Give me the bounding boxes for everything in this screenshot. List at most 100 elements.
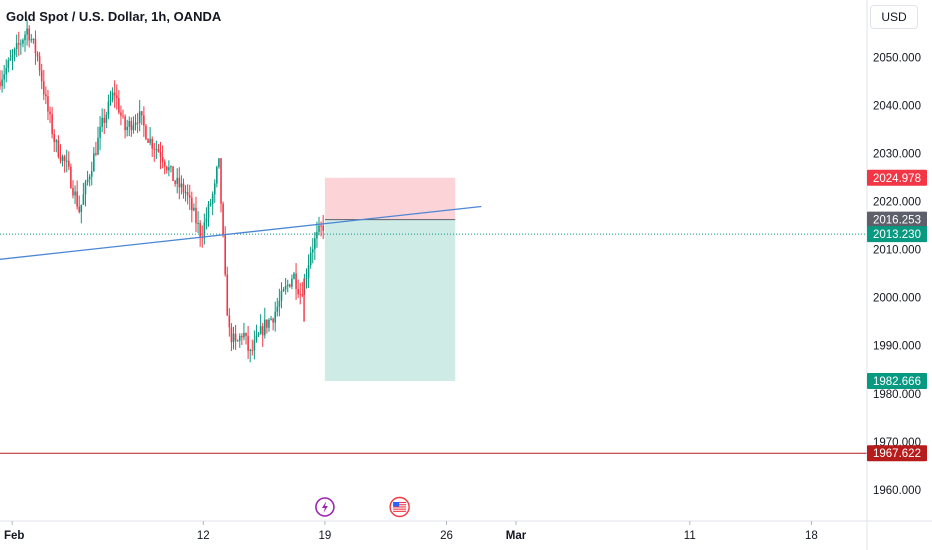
candle[interactable]	[207, 200, 210, 227]
candle[interactable]	[72, 180, 74, 199]
candle[interactable]	[182, 178, 185, 199]
candle[interactable]	[26, 19, 28, 46]
candle[interactable]	[74, 185, 76, 205]
candle[interactable]	[82, 182, 85, 205]
candle[interactable]	[138, 99, 141, 132]
candle[interactable]	[195, 196, 197, 233]
candle[interactable]	[203, 213, 206, 245]
candle[interactable]	[140, 110, 143, 125]
candle[interactable]	[34, 30, 37, 65]
candle[interactable]	[311, 238, 314, 264]
candle[interactable]	[7, 57, 10, 73]
candle[interactable]	[57, 135, 60, 159]
event-markers[interactable]	[315, 496, 410, 518]
candle[interactable]	[11, 49, 14, 71]
candle[interactable]	[88, 174, 91, 187]
candle[interactable]	[47, 89, 49, 121]
candle[interactable]	[15, 34, 18, 57]
candle[interactable]	[151, 136, 154, 158]
price-axis[interactable]: 1960.0001970.0001980.0001990.0002000.000…	[866, 0, 921, 550]
candle[interactable]	[65, 149, 68, 173]
candle[interactable]	[165, 165, 168, 174]
candle[interactable]	[293, 271, 295, 280]
candle[interactable]	[126, 119, 128, 137]
candle[interactable]	[90, 161, 93, 186]
candle[interactable]	[241, 333, 243, 346]
trendline[interactable]	[0, 205, 482, 260]
candle[interactable]	[59, 144, 62, 164]
candle[interactable]	[314, 232, 316, 260]
candle[interactable]	[153, 142, 156, 162]
candle[interactable]	[180, 175, 183, 195]
candle[interactable]	[70, 163, 72, 189]
candle[interactable]	[55, 138, 58, 153]
candle[interactable]	[301, 282, 304, 298]
candle[interactable]	[211, 191, 214, 216]
candle[interactable]	[1, 70, 3, 93]
candle[interactable]	[161, 145, 164, 169]
take-profit-zone[interactable]	[324, 219, 456, 381]
candle[interactable]	[297, 279, 299, 299]
candle[interactable]	[103, 108, 106, 134]
candle[interactable]	[122, 109, 124, 119]
candle[interactable]	[157, 143, 160, 153]
candle[interactable]	[149, 127, 151, 146]
candle[interactable]	[105, 111, 108, 129]
candle[interactable]	[249, 348, 251, 363]
candle[interactable]	[282, 287, 285, 292]
candle[interactable]	[280, 282, 283, 309]
candle[interactable]	[120, 105, 122, 126]
candle[interactable]	[274, 301, 277, 332]
candle[interactable]	[284, 277, 287, 295]
candle[interactable]	[99, 116, 101, 151]
candle[interactable]	[168, 160, 170, 177]
candle[interactable]	[113, 80, 116, 108]
candle[interactable]	[49, 106, 51, 124]
candle[interactable]	[218, 158, 220, 169]
candle[interactable]	[172, 166, 174, 182]
candle[interactable]	[163, 159, 166, 175]
candle[interactable]	[234, 324, 237, 350]
candle[interactable]	[0, 70, 1, 90]
candle[interactable]	[124, 114, 126, 139]
candle[interactable]	[205, 207, 208, 230]
candle[interactable]	[236, 339, 239, 342]
candle[interactable]	[216, 165, 218, 188]
candle[interactable]	[17, 31, 20, 56]
us-flag-icon[interactable]	[389, 496, 410, 518]
candle[interactable]	[78, 195, 81, 214]
candle[interactable]	[111, 87, 114, 103]
candle[interactable]	[95, 141, 97, 157]
candle[interactable]	[128, 116, 131, 137]
candle[interactable]	[257, 332, 260, 337]
candle[interactable]	[232, 326, 235, 350]
candle[interactable]	[243, 322, 245, 341]
candle[interactable]	[186, 184, 189, 205]
time-axis[interactable]: Feb 12 19 26 Mar 11 18	[0, 520, 932, 542]
candle[interactable]	[22, 38, 24, 48]
candle[interactable]	[251, 339, 254, 356]
candle[interactable]	[143, 106, 145, 137]
candle[interactable]	[51, 106, 53, 139]
candle[interactable]	[276, 297, 279, 317]
candle[interactable]	[193, 203, 195, 212]
candle[interactable]	[220, 157, 222, 213]
candle[interactable]	[147, 138, 149, 143]
candle[interactable]	[272, 317, 274, 331]
candle[interactable]	[286, 279, 289, 293]
candle[interactable]	[318, 216, 320, 236]
candle[interactable]	[174, 179, 176, 187]
candle[interactable]	[97, 126, 99, 156]
candle[interactable]	[107, 94, 110, 120]
candle[interactable]	[3, 64, 5, 89]
candle[interactable]	[170, 165, 172, 173]
candle[interactable]	[36, 51, 39, 62]
candle[interactable]	[40, 63, 43, 89]
candle[interactable]	[247, 326, 249, 360]
candle[interactable]	[5, 59, 8, 83]
candle[interactable]	[155, 140, 158, 160]
candle[interactable]	[299, 282, 302, 305]
candle[interactable]	[184, 185, 187, 202]
candle[interactable]	[24, 30, 26, 52]
candle[interactable]	[118, 90, 120, 115]
